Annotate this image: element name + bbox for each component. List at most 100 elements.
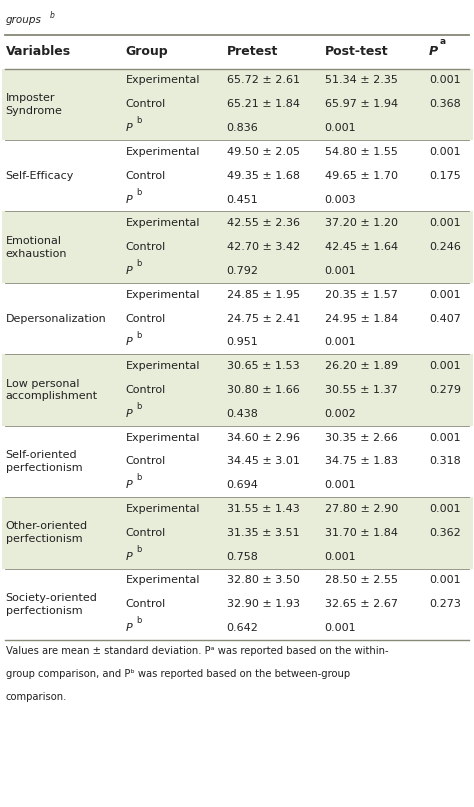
Text: 0.318: 0.318 [429,457,461,466]
Text: 34.45 ± 3.01: 34.45 ± 3.01 [227,457,300,466]
Text: 24.85 ± 1.95: 24.85 ± 1.95 [227,290,300,299]
Text: 31.55 ± 1.43: 31.55 ± 1.43 [227,504,299,514]
Text: 32.90 ± 1.93: 32.90 ± 1.93 [227,600,300,609]
Text: 42.70 ± 3.42: 42.70 ± 3.42 [227,242,300,252]
Text: 0.175: 0.175 [429,171,461,181]
Bar [2,211,473,283]
Text: 0.001: 0.001 [325,623,356,633]
Text: Depersonalization: Depersonalization [6,314,107,324]
Text: b: b [136,116,141,125]
Text: 0.003: 0.003 [325,194,356,204]
Text: groups: groups [6,15,42,24]
Text: P: P [126,194,132,204]
Text: 0.001: 0.001 [325,552,356,562]
Text: 30.65 ± 1.53: 30.65 ± 1.53 [227,362,299,371]
Text: 0.001: 0.001 [429,433,461,442]
Text: 27.80 ± 2.90: 27.80 ± 2.90 [325,504,398,514]
Text: Experimental: Experimental [126,76,200,86]
Text: 0.279: 0.279 [429,385,461,395]
Text: P: P [126,337,132,347]
Text: Control: Control [126,242,166,252]
Text: accomplishment: accomplishment [6,391,98,401]
Text: 37.20 ± 1.20: 37.20 ± 1.20 [325,219,398,228]
Text: group comparison, and Pᵇ was reported based on the between-group: group comparison, and Pᵇ was reported ba… [6,669,350,679]
Text: Experimental: Experimental [126,147,200,157]
Text: P: P [126,123,132,133]
Text: perfectionism: perfectionism [6,463,82,473]
Text: 65.21 ± 1.84: 65.21 ± 1.84 [227,99,300,109]
Text: 0.438: 0.438 [227,409,258,419]
Text: Self-Efficacy: Self-Efficacy [6,171,74,181]
Text: 0.001: 0.001 [429,575,461,585]
Text: b: b [136,402,141,411]
Text: 0.001: 0.001 [429,219,461,228]
Text: 24.95 ± 1.84: 24.95 ± 1.84 [325,314,398,324]
Text: 30.55 ± 1.37: 30.55 ± 1.37 [325,385,397,395]
Text: 30.35 ± 2.66: 30.35 ± 2.66 [325,433,397,442]
Text: P: P [126,266,132,276]
Bar [2,69,473,140]
Text: comparison.: comparison. [6,692,67,701]
Text: 28.50 ± 2.55: 28.50 ± 2.55 [325,575,398,585]
Text: Experimental: Experimental [126,575,200,585]
Text: Imposter: Imposter [6,93,55,102]
Text: Control: Control [126,99,166,109]
Text: Post-test: Post-test [325,45,388,58]
Text: 42.55 ± 2.36: 42.55 ± 2.36 [227,219,300,228]
Text: exhaustion: exhaustion [6,249,67,258]
Text: 65.72 ± 2.61: 65.72 ± 2.61 [227,76,300,86]
Text: Experimental: Experimental [126,362,200,371]
Text: b: b [136,617,141,625]
Text: Group: Group [126,45,168,58]
Text: b: b [49,11,54,20]
Text: a: a [439,37,446,47]
Text: P: P [126,480,132,490]
Text: P: P [126,623,132,633]
Text: 32.65 ± 2.67: 32.65 ± 2.67 [325,600,398,609]
Bar [2,497,473,569]
Text: Pretest: Pretest [227,45,278,58]
Text: Control: Control [126,385,166,395]
Text: 0.758: 0.758 [227,552,258,562]
Text: 0.694: 0.694 [227,480,258,490]
Text: Control: Control [126,528,166,537]
Text: 0.001: 0.001 [325,266,356,276]
Text: 0.001: 0.001 [325,337,356,347]
Text: 0.368: 0.368 [429,99,461,109]
Text: 0.001: 0.001 [429,76,461,86]
Text: Emotional: Emotional [6,236,62,245]
Text: 34.60 ± 2.96: 34.60 ± 2.96 [227,433,300,442]
Text: Society-oriented: Society-oriented [6,593,98,603]
Text: Values are mean ± standard deviation. Pᵃ was reported based on the within-: Values are mean ± standard deviation. Pᵃ… [6,646,388,656]
Text: 0.451: 0.451 [227,194,258,204]
Text: Experimental: Experimental [126,290,200,299]
Text: Other-oriented: Other-oriented [6,521,88,531]
Text: 0.002: 0.002 [325,409,356,419]
Text: P: P [126,552,132,562]
Text: perfectionism: perfectionism [6,606,82,616]
Text: 0.792: 0.792 [227,266,259,276]
Text: Control: Control [126,457,166,466]
Text: 0.273: 0.273 [429,600,461,609]
Text: P: P [126,409,132,419]
Text: 20.35 ± 1.57: 20.35 ± 1.57 [325,290,398,299]
Text: b: b [136,545,141,554]
Text: Experimental: Experimental [126,504,200,514]
Text: Experimental: Experimental [126,219,200,228]
Text: Experimental: Experimental [126,433,200,442]
Text: 24.75 ± 2.41: 24.75 ± 2.41 [227,314,300,324]
Text: 54.80 ± 1.55: 54.80 ± 1.55 [325,147,398,157]
Text: Variables: Variables [6,45,71,58]
Text: Control: Control [126,171,166,181]
Text: 65.97 ± 1.94: 65.97 ± 1.94 [325,99,398,109]
Bar [2,354,473,426]
Text: 0.001: 0.001 [429,504,461,514]
Text: 0.001: 0.001 [429,362,461,371]
Text: 30.80 ± 1.66: 30.80 ± 1.66 [227,385,299,395]
Text: 0.001: 0.001 [429,147,461,157]
Text: b: b [136,259,141,268]
Text: 0.001: 0.001 [429,290,461,299]
Text: Syndrome: Syndrome [6,106,63,115]
Text: b: b [136,331,141,340]
Text: 0.246: 0.246 [429,242,461,252]
